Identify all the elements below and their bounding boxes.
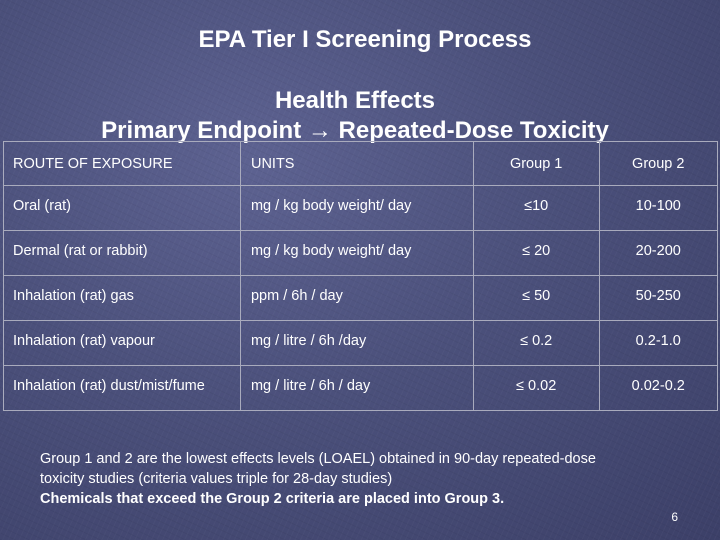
group-2-cell: 10-100 — [598, 185, 718, 231]
group-2-cell: 0.02-0.2 — [598, 365, 718, 411]
screening-criteria-table: ROUTE OF EXPOSURE UNITS Group 1 Group 2 … — [3, 141, 718, 411]
route-cell: Dermal (rat or rabbit) — [3, 230, 241, 276]
subtitle-line-health-effects: Health Effects — [274, 87, 436, 114]
slide-subtitle: Health Effects Primary Endpoint → Repeat… — [0, 86, 710, 146]
group-1-cell: ≤10 — [472, 185, 600, 231]
slide-title: EPA Tier I Screening Process — [198, 26, 532, 53]
header-units: UNITS — [239, 141, 474, 186]
group-1-cell: ≤ 20 — [472, 230, 600, 276]
units-cell: mg / litre / 6h /day — [239, 320, 474, 366]
group-1-cell: ≤ 0.2 — [472, 320, 600, 366]
group-2-cell: 50-250 — [598, 275, 718, 321]
table-header-row: ROUTE OF EXPOSURE UNITS Group 1 Group 2 — [3, 141, 718, 186]
route-cell: Oral (rat) — [3, 185, 241, 231]
footnote: Group 1 and 2 are the lowest effects lev… — [40, 449, 680, 509]
route-cell: Inhalation (rat) dust/mist/fume — [3, 365, 241, 411]
header-group-1: Group 1 — [472, 141, 600, 186]
units-cell: mg / kg body weight/ day — [239, 230, 474, 276]
route-cell: Inhalation (rat) gas — [3, 275, 241, 321]
group-1-cell: ≤ 0.02 — [472, 365, 600, 411]
table-row: Inhalation (rat) vapour mg / litre / 6h … — [3, 320, 718, 366]
header-route-of-exposure: ROUTE OF EXPOSURE — [3, 141, 241, 186]
table-row: Dermal (rat or rabbit) mg / kg body weig… — [3, 230, 718, 276]
units-cell: ppm / 6h / day — [239, 275, 474, 321]
table-row: Inhalation (rat) dust/mist/fume mg / lit… — [3, 365, 718, 411]
units-cell: mg / kg body weight/ day — [239, 185, 474, 231]
table-row: Oral (rat) mg / kg body weight/ day ≤10 … — [3, 185, 718, 231]
group-2-cell: 20-200 — [598, 230, 718, 276]
page-number: 6 — [671, 510, 678, 524]
group-1-cell: ≤ 50 — [472, 275, 600, 321]
group-2-cell: 0.2-1.0 — [598, 320, 718, 366]
units-cell: mg / litre / 6h / day — [239, 365, 474, 411]
route-cell: Inhalation (rat) vapour — [3, 320, 241, 366]
footnote-line-group-3: Chemicals that exceed the Group 2 criter… — [40, 491, 505, 507]
table-row: Inhalation (rat) gas ppm / 6h / day ≤ 50… — [3, 275, 718, 321]
footnote-line-criteria: toxicity studies (criteria values triple… — [40, 471, 393, 487]
subtitle-line-primary-endpoint: Primary Endpoint → Repeated-Dose Toxicit… — [101, 117, 609, 144]
footnote-line-loael: Group 1 and 2 are the lowest effects lev… — [40, 451, 596, 467]
header-group-2: Group 2 — [598, 141, 718, 186]
